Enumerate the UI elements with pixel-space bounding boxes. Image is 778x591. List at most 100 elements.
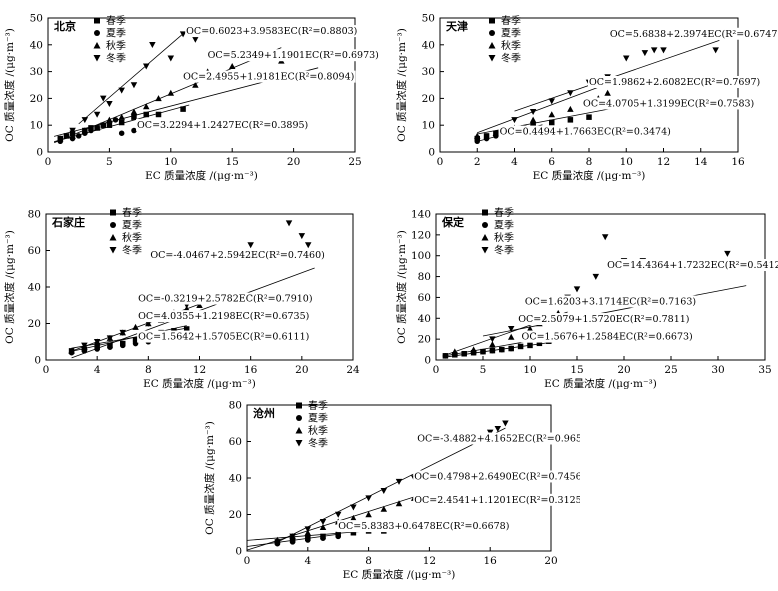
data-point-triangle <box>69 132 76 139</box>
fit-equation-bg <box>206 49 380 62</box>
legend-marker-triangle <box>109 234 117 241</box>
fit-equation-bg <box>185 25 359 38</box>
y-tick-label: 20 <box>229 509 242 521</box>
fit-equation-bg <box>182 70 356 83</box>
plot-frame <box>47 17 356 153</box>
data-point-triangle-down <box>641 50 649 57</box>
chart-beijing: 0 5 10 15 20 25 0 10 20 30 40 50 EC 质量浓度 /(μg·m⁻³) OC… <box>3 13 380 182</box>
x-tick-label: 2 <box>474 156 481 168</box>
fit-equation-label: OC=-3.4882+4.1652EC(R²=0.9653) <box>417 434 580 445</box>
x-tick-label: 12 <box>193 364 206 376</box>
x-tick-label: 16 <box>244 364 258 376</box>
data-point-triangle <box>106 116 113 123</box>
data-point-triangle-down <box>192 36 199 43</box>
legend-marker-circle <box>489 30 495 36</box>
y-tick-label: 10 <box>422 120 435 132</box>
fit-equation-label: OC=3.2294+1.2427EC(R²=0.3895) <box>137 120 308 131</box>
data-point-triangle <box>93 124 101 131</box>
chart-title: 天津 <box>446 19 468 33</box>
data-point-square <box>517 343 524 350</box>
data-point-triangle-down <box>650 47 658 54</box>
data-point-triangle <box>470 346 477 353</box>
legend-marker-square <box>110 209 116 216</box>
fit-equation-label: OC=5.2349+1.1901EC(R²=0.6973) <box>208 50 379 61</box>
data-point-circle <box>480 348 486 355</box>
data-point-circle <box>112 117 119 123</box>
x-tick-label: 10 <box>523 364 536 376</box>
y-axis-label: OC 质量浓度 /(μg·m⁻³) <box>395 230 408 344</box>
data-point-triangle-down <box>395 478 403 485</box>
data-point-triangle-down <box>142 63 150 70</box>
fit-equation-bg <box>149 248 326 261</box>
data-point-triangle-down <box>567 90 574 97</box>
data-point-triangle <box>192 81 199 88</box>
legend-label: 冬季 <box>106 52 126 65</box>
fit-equation-label: OC=1.5642+1.5705EC(R²=0.6111) <box>138 332 309 343</box>
x-tick-label: 14 <box>694 156 708 168</box>
fit-equation-label: OC=14.4364+1.7232EC(R²=0.5412) <box>607 260 778 271</box>
data-point-triangle <box>319 524 327 531</box>
data-point-circle <box>289 539 296 545</box>
data-point-triangle-down <box>502 420 509 427</box>
data-point-triangle <box>167 89 175 96</box>
y-tick-label: 60 <box>418 292 431 304</box>
fit-equation-bg <box>137 310 311 323</box>
data-point-triangle-down <box>149 42 156 49</box>
fit-equation-bg <box>413 493 580 506</box>
data-point-triangle-down <box>660 47 667 54</box>
chart-title: 保定 <box>441 215 464 229</box>
legend-label: 春季 <box>494 207 514 219</box>
plot-frame <box>435 213 766 361</box>
data-point-triangle <box>350 514 357 521</box>
x-tick-label: 4 <box>94 364 101 376</box>
data-point-square <box>527 342 533 349</box>
data-point-square <box>536 340 543 347</box>
fit-equation-label: OC=2.4541+1.1201EC(R²=0.3125) <box>414 495 580 506</box>
data-point-triangle-down <box>247 242 254 249</box>
fit-line-triangle <box>477 79 618 134</box>
y-tick-label: 80 <box>229 400 242 412</box>
legend-label: 秋季 <box>106 39 126 52</box>
data-point-triangle <box>474 132 481 139</box>
data-point-square <box>132 337 139 343</box>
x-tick-label: 4 <box>304 555 311 567</box>
data-point-circle <box>88 127 94 134</box>
fit-equation-label: OC=2.4955+1.9181EC(R²=0.8094) <box>183 72 354 83</box>
data-point-triangle <box>567 105 574 112</box>
fit-equation-label: OC=0.6023+3.9583EC(R²=0.8803) <box>186 26 357 37</box>
fit-line-triangle-down <box>514 40 720 112</box>
data-point-triangle <box>228 62 236 69</box>
data-point-circle <box>120 342 126 349</box>
data-point-square <box>549 119 555 126</box>
data-point-triangle <box>57 135 64 142</box>
y-tick-label: 0 <box>36 147 43 159</box>
data-point-triangle-down <box>118 87 125 94</box>
chart-baoding: 0 5 10 15 20 25 30 35 0 20 40 60 80 100 120 140 EC 质量浓度 … <box>395 207 778 390</box>
y-tick-label: 0 <box>424 355 431 367</box>
data-point-triangle-down <box>573 286 581 293</box>
data-point-square <box>586 114 592 120</box>
legend-marker-triangle <box>481 234 489 241</box>
data-point-square <box>131 114 137 120</box>
legend-label: 冬季 <box>122 244 142 257</box>
y-tick-label: 60 <box>229 436 242 448</box>
fit-line-triangle-down <box>78 28 190 125</box>
fit-line-triangle-down <box>482 285 747 337</box>
data-point-square <box>118 119 125 126</box>
data-point-triangle-down <box>289 533 296 540</box>
x-tick-label: 0 <box>437 156 444 168</box>
data-point-triangle-down <box>529 109 537 116</box>
x-tick-label: 8 <box>365 555 372 567</box>
x-tick-label: 30 <box>711 364 724 376</box>
data-point-triangle <box>507 333 515 340</box>
legend-marker-square <box>94 17 100 24</box>
fit-equation-bg <box>416 432 580 445</box>
x-tick-label: 5 <box>480 364 487 376</box>
fit-equation-label: OC=1.9862+2.6082EC(R²=0.7697) <box>589 77 760 88</box>
fit-equation-label: OC=5.8383+0.6478EC(R²=0.6678) <box>338 521 509 532</box>
data-point-triangle <box>451 348 459 355</box>
y-tick-label: 40 <box>422 39 435 51</box>
data-point-circle <box>508 345 514 352</box>
data-point-triangle <box>529 116 537 123</box>
y-tick-label: 20 <box>28 318 41 330</box>
